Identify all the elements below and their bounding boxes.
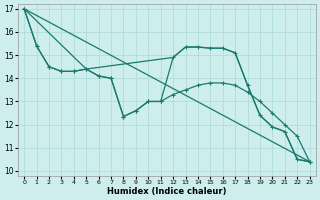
X-axis label: Humidex (Indice chaleur): Humidex (Indice chaleur): [107, 187, 227, 196]
